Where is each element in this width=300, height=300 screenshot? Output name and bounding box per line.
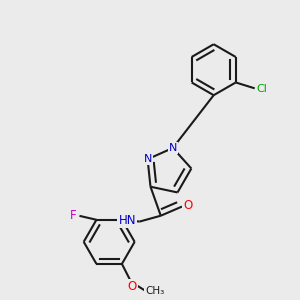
Text: N: N [143,154,152,164]
Text: O: O [183,200,193,212]
Text: N: N [169,143,177,153]
Text: CH₃: CH₃ [145,286,164,296]
Text: HN: HN [118,214,136,227]
Text: O: O [128,280,137,292]
Text: F: F [70,209,77,222]
Text: Cl: Cl [256,84,267,94]
